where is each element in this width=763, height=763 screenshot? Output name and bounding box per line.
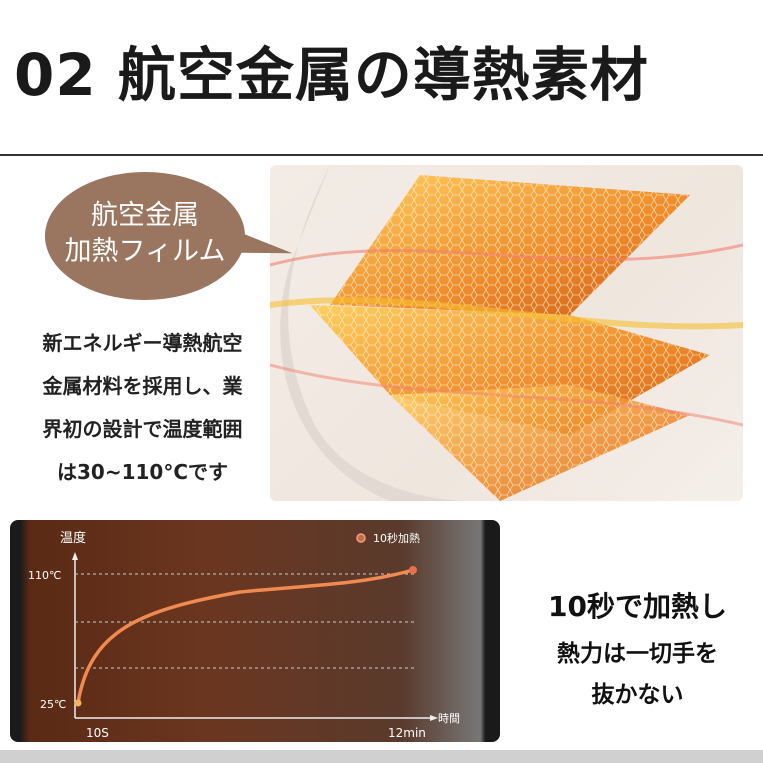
description-line: 金属材料を採用し、業 — [42, 374, 243, 398]
y-axis-label: 温度 — [60, 530, 86, 546]
temperature-chart: 温度 10秒加熱 110℃ 25℃ 10S 12min 時間 — [10, 520, 500, 742]
series-line — [76, 568, 414, 704]
description: 新エネルギー導熱航空 金属材料を採用し、業 界初の設計で温度範囲 は30~110… — [10, 322, 275, 494]
description-line: 界初の設計で温度範囲 — [42, 417, 243, 441]
x-tick-label: 10S — [86, 726, 109, 740]
page-title: 02 航空金属の導熱素材 — [14, 41, 649, 109]
x-axis-label: 時間 — [438, 712, 460, 725]
bubble-line: 航空金属 — [91, 200, 199, 231]
speech-bubble: 航空金属 加熱フィルム — [45, 172, 245, 300]
data-point-start — [74, 699, 82, 707]
bottom-bar — [0, 750, 763, 763]
divider — [0, 154, 763, 156]
heating-film-image — [270, 165, 743, 501]
x-axis-arrow — [430, 715, 438, 721]
y-tick-label: 25℃ — [40, 698, 66, 711]
headline-line: 抜かない — [591, 682, 684, 708]
data-point-end — [409, 566, 417, 574]
legend-label: 10秒加熱 — [373, 531, 420, 545]
legend-marker — [356, 533, 366, 543]
headline-line: 熱力は一切手を — [557, 641, 718, 667]
y-axis-arrow — [72, 552, 78, 560]
description-line: 新エネルギー導熱航空 — [42, 331, 243, 355]
description-line: は30~110°Cです — [56, 460, 228, 484]
bubble-line: 加熱フィルム — [64, 236, 226, 267]
headline-line: 10秒で加熱し — [548, 590, 727, 623]
y-tick-label: 110℃ — [28, 569, 61, 582]
x-tick-label: 12min — [388, 726, 426, 740]
